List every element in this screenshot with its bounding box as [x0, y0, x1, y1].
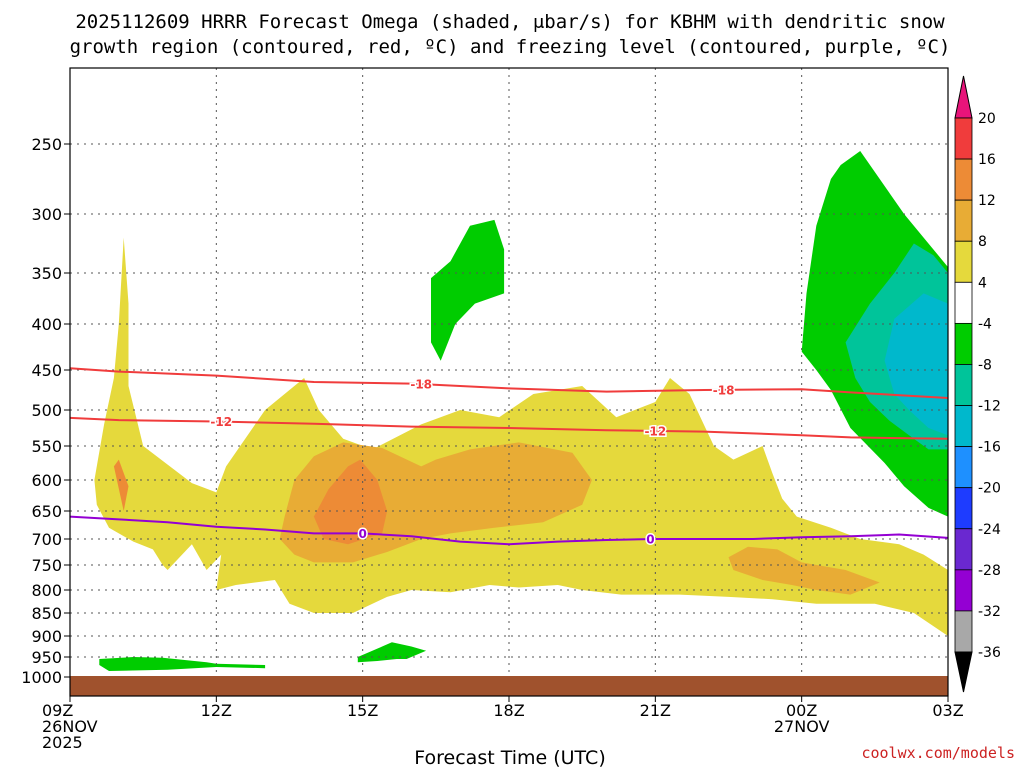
omega-region-4 [113, 459, 129, 511]
y-tick-label-650: 650 [31, 502, 62, 521]
chart-title-line-2: growth region (contoured, red, ºC) and f… [70, 36, 951, 58]
y-tick-label-350: 350 [31, 264, 62, 283]
colorbar-bin--28--24 [954, 528, 973, 571]
y-tick-label-700: 700 [31, 530, 62, 549]
y-tick-label-900: 900 [31, 627, 62, 646]
contour-label-m12-1: -12 [644, 424, 666, 438]
contour-label-m18-0: -18 [410, 378, 432, 392]
colorbar-bin-8-12 [954, 199, 973, 242]
colorbar-label--36: -36 [978, 645, 1001, 661]
x-tick-label-0-2: 2025 [42, 733, 83, 752]
colorbar-label--24: -24 [978, 522, 1001, 538]
omega-region-9 [99, 657, 266, 671]
contour-label-0-0: 0 [358, 527, 366, 541]
colorbar-bin--4-4 [954, 281, 973, 324]
colorbar-bottom-arrow [954, 651, 973, 693]
contour-line-0 [69, 515, 949, 546]
colorbar-bin--8--4 [954, 322, 973, 365]
x-tick-label-15-0: 00Z [786, 701, 817, 720]
y-axis-ticks: 250 300 350 400 450 500 550 600 650 700 750 800 850 9… [21, 135, 70, 687]
colorbar-label--16: -16 [978, 440, 1001, 456]
colorbar-bin--20--16 [954, 446, 973, 489]
surface-ground-fill [70, 676, 948, 696]
colorbar-label--32: -32 [978, 604, 1001, 620]
colorbar-label--4: -4 [978, 316, 992, 332]
colorbar-bin--36--32 [954, 610, 973, 653]
x-tick-label-9-0: 18Z [493, 701, 524, 720]
colorbar-bin-4-8 [954, 240, 973, 283]
y-tick-label-800: 800 [31, 581, 62, 600]
y-tick-label-300: 300 [31, 205, 62, 224]
contour-label-0-1: 0 [646, 533, 654, 547]
chart-title-line-1: 2025112609 HRRR Forecast Omega (shaded, … [75, 11, 945, 33]
y-tick-label-850: 850 [31, 604, 62, 623]
x-tick-label-12-0: 21Z [640, 701, 671, 720]
colorbar-label-8: 8 [978, 234, 987, 250]
colorbar-bin--32--28 [954, 569, 973, 612]
y-tick-label-600: 600 [31, 471, 62, 490]
colorbar-bin-16-20 [954, 117, 973, 160]
colorbar-label-4: 4 [978, 275, 987, 291]
colorbar-label--8: -8 [978, 357, 992, 373]
omega-region-3 [313, 459, 388, 545]
colorbar-bin--12--8 [954, 364, 973, 406]
x-tick-label-3-0: 12Z [201, 701, 232, 720]
colorbar-label--28: -28 [978, 563, 1001, 579]
x-tick-label-6-0: 15Z [347, 701, 378, 720]
omega-region-10 [357, 642, 427, 663]
colorbar-bin-12-16 [954, 158, 973, 201]
contour-label-m12-0: -12 [210, 415, 232, 429]
colorbar-label--12: -12 [978, 399, 1001, 415]
omega-region-5 [431, 219, 505, 361]
contour-line-m18 [69, 367, 949, 399]
omega-region-2 [728, 546, 880, 595]
y-tick-label-750: 750 [31, 556, 62, 575]
y-tick-label-400: 400 [31, 315, 62, 334]
watermark-credit: coolwx.com/models [861, 744, 1015, 762]
y-tick-label-550: 550 [31, 437, 62, 456]
x-tick-label-0-1: 26NOV [42, 717, 98, 736]
colorbar: 20 16 12 8 4 -4 -8 -12 -16 -20 -24 -28 -32 -36 [954, 75, 1001, 693]
x-axis-label: Forecast Time (UTC) [414, 747, 605, 768]
colorbar-label-12: 12 [978, 193, 996, 209]
y-tick-label-500: 500 [31, 401, 62, 420]
omega-region-8 [884, 293, 948, 436]
contour-label-m18-1: -18 [713, 383, 735, 397]
contour-layer: -18 -18 -12 -12 0 0 [69, 367, 949, 548]
y-tick-label-950: 950 [31, 648, 62, 667]
colorbar-bin--16--12 [954, 405, 973, 448]
colorbar-label--20: -20 [978, 481, 1001, 497]
y-tick-label-1000: 1000 [21, 668, 62, 687]
colorbar-label-20: 20 [978, 111, 996, 127]
x-tick-label-18-0: 03Z [932, 701, 963, 720]
contour-line-m12 [69, 416, 949, 440]
colorbar-label-16: 16 [978, 152, 996, 168]
x-tick-label-15-1: 27NOV [774, 717, 830, 736]
x-tick-label-0-0: 09Z [42, 701, 73, 720]
y-tick-label-250: 250 [31, 135, 62, 154]
y-tick-label-450: 450 [31, 361, 62, 380]
colorbar-bin--24--20 [954, 487, 973, 530]
